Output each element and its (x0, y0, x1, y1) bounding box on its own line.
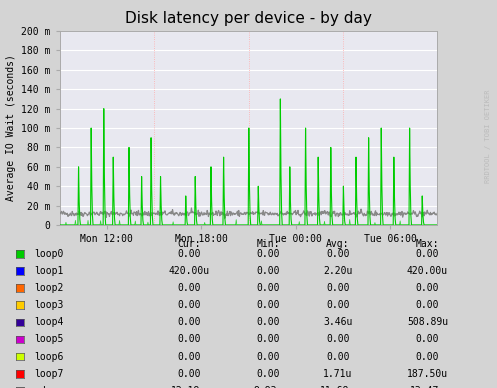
Text: 0.00: 0.00 (415, 300, 439, 310)
Text: loop3: loop3 (34, 300, 63, 310)
Text: 420.00u: 420.00u (168, 266, 209, 276)
Text: 0.00: 0.00 (326, 352, 350, 362)
Y-axis label: Average IO Wait (seconds): Average IO Wait (seconds) (5, 55, 16, 201)
Text: 0.00: 0.00 (256, 334, 280, 345)
Text: sda: sda (34, 386, 51, 388)
Text: 0.00: 0.00 (256, 300, 280, 310)
Text: 0.00: 0.00 (256, 317, 280, 327)
Text: loop7: loop7 (34, 369, 63, 379)
Text: 0.00: 0.00 (415, 352, 439, 362)
Text: 12.19m: 12.19m (171, 386, 206, 388)
Text: Max:: Max: (415, 239, 439, 249)
Text: 0.00: 0.00 (177, 369, 201, 379)
Text: 0.00: 0.00 (177, 352, 201, 362)
Text: RRDTOOL / TOBI OETIKER: RRDTOOL / TOBI OETIKER (485, 89, 491, 182)
Text: loop1: loop1 (34, 266, 63, 276)
Text: 2.20u: 2.20u (323, 266, 353, 276)
Text: 0.00: 0.00 (326, 334, 350, 345)
Text: 0.00: 0.00 (177, 334, 201, 345)
Text: loop5: loop5 (34, 334, 63, 345)
Text: loop0: loop0 (34, 249, 63, 259)
Text: 11.68m: 11.68m (321, 386, 355, 388)
Text: 0.00: 0.00 (256, 283, 280, 293)
Text: 187.50u: 187.50u (407, 369, 448, 379)
Text: Avg:: Avg: (326, 239, 350, 249)
Text: 0.00: 0.00 (415, 249, 439, 259)
Text: 0.00: 0.00 (415, 283, 439, 293)
Text: loop2: loop2 (34, 283, 63, 293)
Text: 0.00: 0.00 (256, 369, 280, 379)
Title: Disk latency per device - by day: Disk latency per device - by day (125, 11, 372, 26)
Text: 420.00u: 420.00u (407, 266, 448, 276)
Text: 0.00: 0.00 (256, 266, 280, 276)
Text: Min:: Min: (256, 239, 280, 249)
Text: loop4: loop4 (34, 317, 63, 327)
Text: 0.00: 0.00 (256, 249, 280, 259)
Text: Cur:: Cur: (177, 239, 201, 249)
Text: 0.00: 0.00 (415, 334, 439, 345)
Text: 3.46u: 3.46u (323, 317, 353, 327)
Text: 0.00: 0.00 (326, 249, 350, 259)
Text: 1.71u: 1.71u (323, 369, 353, 379)
Text: 0.00: 0.00 (177, 249, 201, 259)
Text: 0.00: 0.00 (177, 283, 201, 293)
Text: 0.00: 0.00 (256, 352, 280, 362)
Text: 9.93m: 9.93m (253, 386, 283, 388)
Text: 0.00: 0.00 (326, 300, 350, 310)
Text: loop6: loop6 (34, 352, 63, 362)
Text: 0.00: 0.00 (177, 300, 201, 310)
Text: 13.47m: 13.47m (410, 386, 445, 388)
Text: 0.00: 0.00 (177, 317, 201, 327)
Text: 508.89u: 508.89u (407, 317, 448, 327)
Text: 0.00: 0.00 (326, 283, 350, 293)
